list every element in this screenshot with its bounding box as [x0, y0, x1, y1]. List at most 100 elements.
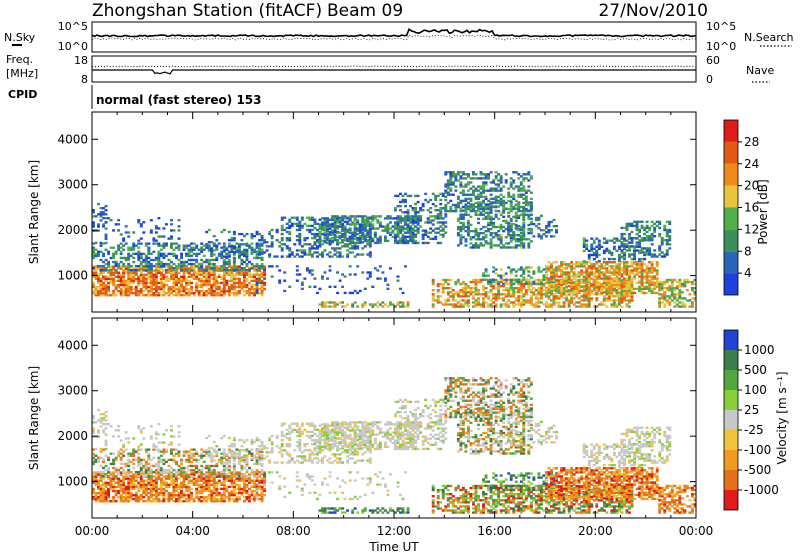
power-cell: [104, 283, 108, 287]
power-cell: [122, 281, 126, 285]
power-cell: [102, 252, 105, 256]
power-cell: [597, 303, 601, 306]
power-cell: [92, 275, 95, 278]
power-cell: [489, 181, 493, 184]
power-cell: [509, 268, 513, 271]
power-cell: [167, 269, 171, 272]
power-cell: [353, 233, 357, 236]
power-cell: [205, 230, 209, 234]
power-cell: [220, 255, 224, 258]
power-cell: [529, 291, 533, 294]
velocity-cell: [132, 481, 136, 484]
power-cell: [366, 241, 370, 244]
power-cell: [222, 267, 226, 270]
power-cell: [512, 282, 516, 286]
power-cell: [479, 227, 483, 231]
power-cell: [172, 262, 176, 266]
power-cell: [222, 228, 226, 232]
power-cell: [92, 269, 95, 272]
power-cell: [419, 219, 423, 222]
power-cell: [217, 287, 221, 291]
power-cell: [477, 299, 480, 302]
power-cell: [338, 237, 342, 240]
power-cell: [114, 283, 118, 287]
power-cell: [477, 293, 480, 296]
power-cell: [399, 204, 402, 208]
power-cell: [122, 248, 126, 251]
power-cell: [461, 189, 465, 192]
power-cell: [232, 292, 236, 295]
velocity-cell: [122, 487, 126, 491]
power-cell: [104, 221, 108, 224]
power-cell: [680, 297, 684, 300]
power-cell: [509, 282, 513, 286]
power-cell: [207, 267, 211, 270]
power-cell: [371, 237, 375, 241]
power-cell: [351, 221, 355, 224]
velocity-cell: [124, 498, 128, 501]
power-cell: [210, 285, 214, 289]
power-cell: [489, 215, 493, 218]
power-cell: [411, 237, 415, 241]
power-cell: [371, 215, 375, 218]
power-cell: [630, 299, 634, 302]
power-cell: [444, 221, 448, 224]
power-cell: [431, 282, 435, 286]
power-cell: [547, 267, 551, 270]
power-cell: [394, 223, 397, 226]
power-cell: [529, 240, 533, 243]
power-cell: [605, 271, 609, 274]
power-cell: [633, 257, 636, 261]
power-cell: [464, 303, 468, 306]
power-cell: [358, 253, 362, 256]
power-cell: [149, 283, 153, 287]
power-cell: [147, 242, 151, 245]
power-cell: [102, 271, 105, 274]
power-cell: [454, 282, 458, 286]
power-cell: [494, 183, 498, 186]
power-cell: [522, 209, 526, 212]
power-cell: [426, 209, 430, 212]
power-cell: [164, 283, 168, 287]
power-cell: [137, 277, 141, 281]
power-cell: [243, 283, 246, 287]
power-cell: [185, 252, 189, 256]
power-cell: [253, 275, 256, 278]
power-cell: [494, 299, 498, 302]
power-cell: [512, 195, 516, 198]
power-cell: [653, 269, 657, 272]
power-cell: [668, 220, 672, 223]
power-cell: [361, 220, 365, 223]
power-cell: [182, 275, 186, 278]
power-cell: [655, 285, 659, 288]
power-cell: [623, 289, 626, 293]
power-cell: [585, 267, 589, 270]
power-cell: [237, 249, 241, 252]
power-cell: [585, 273, 589, 276]
power-cell: [411, 241, 415, 245]
power-cell: [537, 227, 541, 230]
power-cell: [630, 291, 634, 295]
power-cell: [250, 285, 254, 289]
power-cell: [484, 287, 488, 290]
velocity-cell: [122, 495, 126, 499]
power-cell: [519, 282, 523, 286]
power-cell: [383, 217, 387, 220]
power-cell: [308, 253, 312, 256]
power-cell: [333, 301, 337, 304]
power-cell: [484, 240, 488, 243]
power-cell: [127, 252, 131, 256]
power-cell: [333, 237, 337, 240]
power-cell: [348, 243, 352, 246]
power-cell: [142, 258, 146, 262]
power-cell: [245, 269, 249, 272]
power-cell: [207, 260, 211, 264]
power-cell: [424, 241, 428, 245]
power-cell: [474, 201, 478, 205]
power-cell: [404, 231, 407, 234]
power-cell: [547, 229, 551, 232]
power-cell: [154, 258, 158, 262]
power-cell: [235, 267, 239, 270]
power-cell: [529, 282, 533, 286]
